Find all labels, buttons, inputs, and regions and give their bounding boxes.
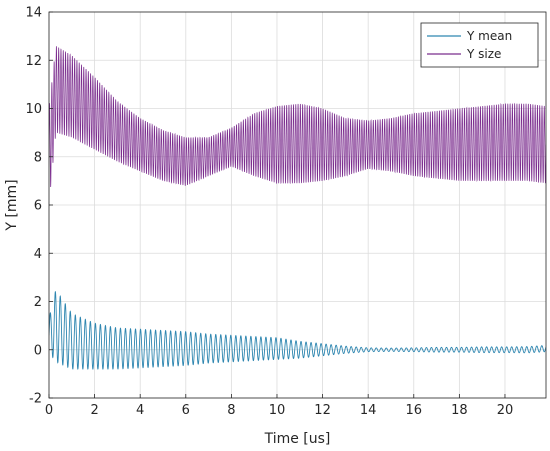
x-tick-label: 0: [45, 403, 53, 418]
y-tick-label: -2: [29, 392, 42, 407]
legend-box: [420, 22, 539, 68]
y-tick-label: 10: [25, 102, 42, 117]
x-tick-label: 12: [314, 403, 331, 418]
legend-label-y-size: Y size: [466, 47, 501, 61]
series-line-y-size: [49, 46, 546, 188]
plot-area: [49, 46, 546, 370]
x-tick-label: 10: [269, 403, 286, 418]
y-tick-label: 8: [34, 150, 42, 165]
series-line-y-mean: [49, 290, 546, 370]
legend-label-y-mean: Y mean: [466, 29, 512, 43]
x-tick-label: 8: [227, 403, 235, 418]
x-tick-label: 18: [451, 403, 468, 418]
y-tick-label: 14: [25, 6, 42, 21]
y-tick-label: 0: [34, 343, 42, 358]
x-tick-label: 6: [182, 403, 190, 418]
y-tick-label: 2: [34, 295, 42, 310]
y-tick-label: 6: [34, 199, 42, 214]
x-tick-label: 16: [405, 403, 422, 418]
legend: Y mean Y size: [420, 22, 539, 68]
x-tick-label: 4: [136, 403, 144, 418]
y-axis-label: Y [mm]: [4, 179, 20, 231]
x-tick-label: 2: [90, 403, 98, 418]
x-tick-label: 14: [360, 403, 377, 418]
grid: [48, 11, 546, 399]
y-tick-label: 4: [34, 247, 42, 262]
x-axis-label: Time [us]: [264, 431, 331, 447]
y-tick-label: 12: [25, 54, 42, 69]
x-tick-label: 20: [497, 403, 514, 418]
